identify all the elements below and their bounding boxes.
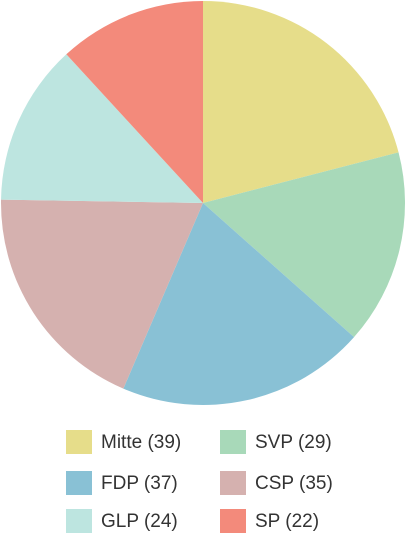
legend-label: SVP (29) <box>255 432 332 453</box>
pie-slice <box>203 1 399 203</box>
legend-label: CSP (35) <box>255 473 333 494</box>
legend-label: SP (22) <box>255 511 319 532</box>
legend-swatch <box>220 430 246 454</box>
legend-swatch <box>220 509 246 533</box>
legend-swatch <box>66 509 92 533</box>
legend-label: GLP (24) <box>101 511 178 532</box>
pie-slice <box>0 199 203 389</box>
pie-slice <box>1 54 204 204</box>
legend-label: FDP (37) <box>101 473 178 494</box>
pie-slice <box>66 1 203 203</box>
legend-label: Mitte (39) <box>101 432 181 453</box>
legend-swatch <box>220 471 246 495</box>
legend-swatch <box>66 430 92 454</box>
pie-slice <box>203 152 405 338</box>
legend-swatch <box>66 471 92 495</box>
pie-slice <box>123 203 355 405</box>
